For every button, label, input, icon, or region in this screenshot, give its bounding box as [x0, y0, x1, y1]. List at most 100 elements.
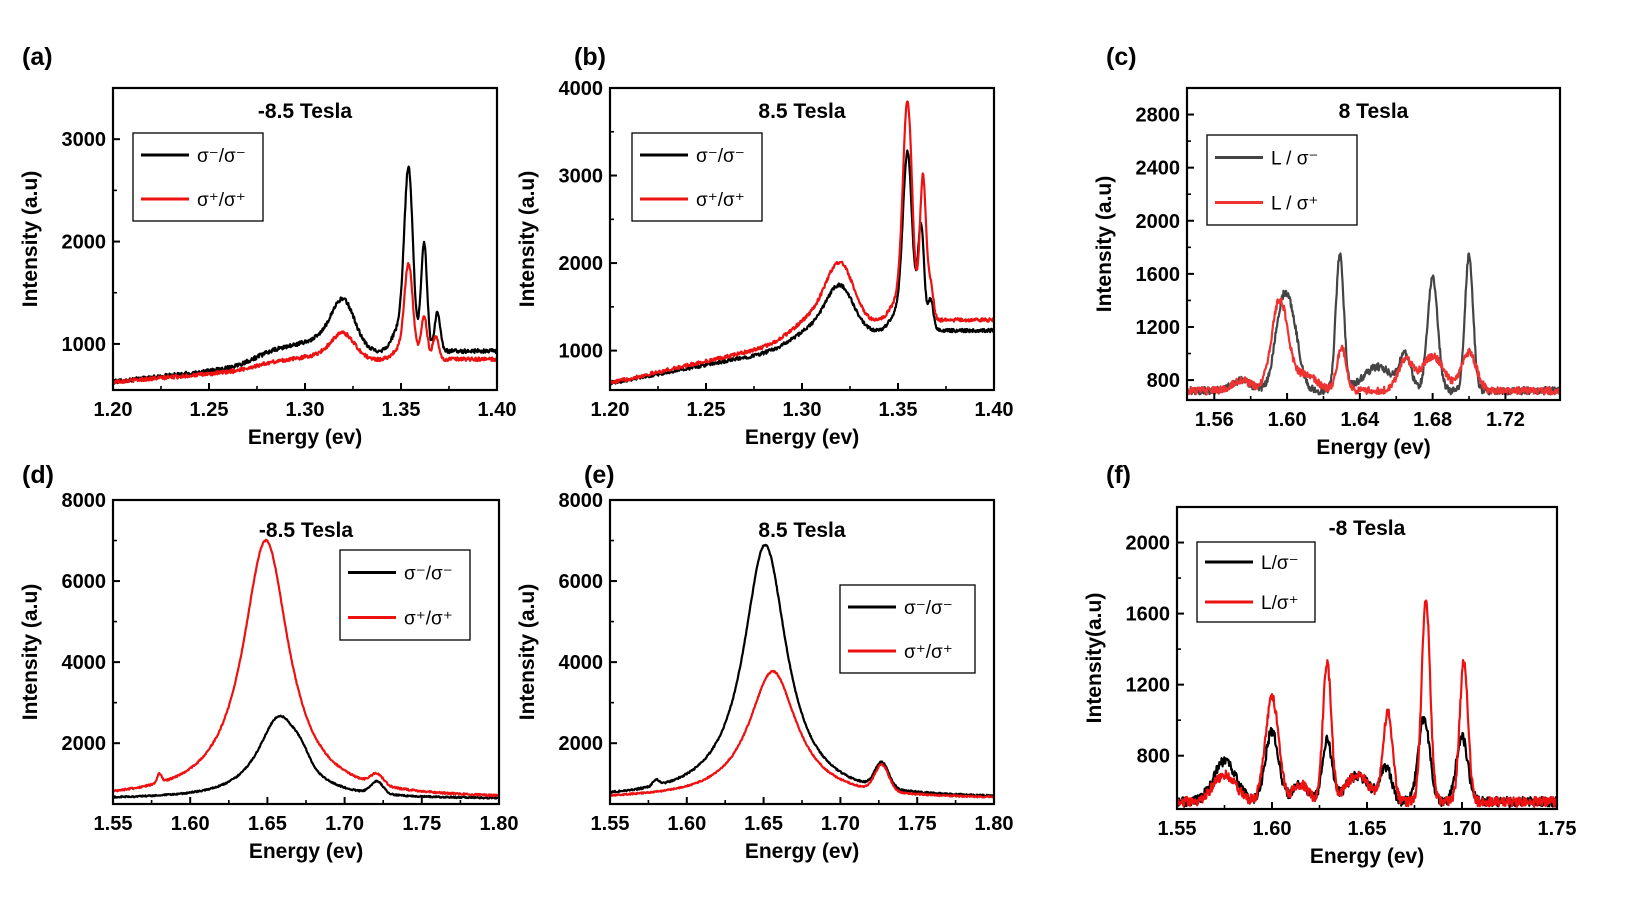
x-tick-label: 1.75 — [1538, 818, 1577, 840]
y-tick-label: 1000 — [559, 341, 604, 363]
panel-f: (f) 1.55 1.60 1.65 1.70 1.75 800 1200 1600 2000 En… — [1083, 461, 1576, 868]
legend-label: σ⁺/σ⁺ — [404, 609, 453, 630]
x-tick-label: 1.20 — [94, 399, 133, 421]
panel-c: (c) 1.56 1.60 1.64 1.68 1.72 800 1200 1600 2000 24… — [1093, 43, 1562, 459]
legend: L / σ⁻ L / σ⁺ — [1206, 134, 1358, 226]
legend-box — [839, 584, 976, 674]
y-axis-label: Intensity (a.u) — [516, 171, 539, 308]
panel-e: (e) 1.55 1.60 1.65 1.70 1.75 1.80 2000 4000 6000 8… — [516, 461, 1013, 863]
y-tick-label: 3000 — [559, 166, 604, 188]
x-tick-label: 1.55 — [591, 813, 630, 835]
x-tick-label: 1.35 — [382, 399, 421, 421]
x-axis-label: Energy (ev) — [1310, 845, 1424, 868]
x-tick-label: 1.25 — [687, 399, 726, 421]
y-tick-label: 2000 — [559, 253, 604, 275]
x-tick-label: 1.40 — [975, 399, 1014, 421]
legend-label: σ⁺/σ⁺ — [696, 190, 745, 211]
x-tick-label: 1.35 — [879, 399, 918, 421]
legend-box — [1206, 134, 1358, 226]
x-tick-label: 1.70 — [325, 813, 364, 835]
legend-label: σ⁺/σ⁺ — [197, 190, 246, 211]
legend-label: σ⁺/σ⁺ — [904, 642, 953, 663]
panel-d: (d) 1.55 1.60 1.65 1.70 1.75 1.80 2000 4000 6000 8… — [19, 461, 518, 863]
x-tick-label: 1.60 — [171, 813, 210, 835]
y-tick-label: 1000 — [62, 334, 107, 356]
x-tick-label: 1.68 — [1413, 409, 1452, 431]
panel-label: (c) — [1106, 43, 1137, 71]
series-line-first — [1187, 252, 1560, 396]
series-line-second — [113, 538, 499, 798]
y-tick-label: 2800 — [1136, 105, 1181, 127]
y-tick-label: 6000 — [62, 571, 107, 593]
x-tick-label: 1.70 — [821, 813, 860, 835]
series-line-second — [1177, 599, 1557, 808]
legend-box — [631, 132, 763, 222]
panel-label: (b) — [574, 43, 606, 71]
legend: σ⁻/σ⁻ σ⁺/σ⁺ — [839, 584, 976, 674]
y-tick-label: 1600 — [1136, 264, 1181, 286]
chart-title: -8.5 Tesla — [258, 100, 352, 123]
panel-label: (e) — [584, 461, 615, 489]
chart-title: -8.5 Tesla — [259, 519, 353, 542]
x-axis-label: Energy (ev) — [1316, 436, 1430, 459]
y-tick-label: 2000 — [1126, 533, 1171, 555]
legend-label: σ⁻/σ⁻ — [696, 146, 745, 167]
axes-frame — [111, 498, 501, 806]
series-line-first — [1177, 715, 1557, 808]
y-tick-label: 3000 — [62, 129, 107, 151]
series-line-second — [610, 100, 994, 386]
panel-label: (f) — [1106, 461, 1131, 489]
y-tick-label: 4000 — [559, 78, 604, 100]
x-tick-label: 1.80 — [975, 813, 1014, 835]
legend-box — [339, 549, 471, 641]
legend: σ⁻/σ⁻ σ⁺/σ⁺ — [631, 132, 763, 222]
y-axis-label: Intensity (a.u) — [516, 584, 539, 721]
y-axis-label: Intensity (a.u) — [19, 171, 42, 308]
y-tick-label: 2400 — [1136, 158, 1181, 180]
x-tick-label: 1.20 — [591, 399, 630, 421]
y-axis-label: Intensity (a.u) — [1093, 176, 1116, 313]
legend-box — [1196, 541, 1316, 623]
x-tick-label: 1.75 — [898, 813, 937, 835]
x-tick-label: 1.65 — [1348, 818, 1387, 840]
series-line-second — [1187, 297, 1560, 396]
series-line-second — [113, 262, 497, 384]
x-axis-label: Energy (ev) — [248, 426, 362, 449]
y-tick-label: 2000 — [62, 232, 107, 254]
panel-a: (a) 1.20 1.25 1.30 1.35 1.40 1000 2000 3000 Energ… — [19, 43, 516, 449]
y-tick-label: 800 — [1147, 370, 1180, 392]
legend-label: σ⁻/σ⁻ — [404, 564, 453, 585]
legend: σ⁻/σ⁻ σ⁺/σ⁺ — [339, 549, 471, 641]
legend-label: σ⁻/σ⁻ — [197, 146, 246, 167]
legend: L/σ⁻ L/σ⁺ — [1196, 541, 1316, 623]
y-tick-label: 4000 — [62, 652, 107, 674]
legend: σ⁻/σ⁻ σ⁺/σ⁺ — [132, 132, 264, 222]
x-tick-label: 1.64 — [1340, 409, 1380, 431]
legend-label: L / σ⁺ — [1271, 194, 1318, 215]
x-tick-label: 1.30 — [783, 399, 822, 421]
panel-label: (a) — [22, 43, 53, 71]
x-tick-label: 1.55 — [1158, 818, 1197, 840]
series-line-first — [113, 714, 499, 800]
chart-title: 8 Tesla — [1339, 100, 1409, 123]
x-tick-label: 1.80 — [480, 813, 519, 835]
y-tick-label: 8000 — [62, 490, 107, 512]
x-tick-label: 1.65 — [744, 813, 783, 835]
x-tick-label: 1.40 — [478, 399, 517, 421]
legend-box — [132, 132, 264, 222]
y-tick-label: 800 — [1137, 746, 1170, 768]
y-tick-label: 6000 — [559, 571, 604, 593]
x-tick-label: 1.60 — [667, 813, 706, 835]
legend-label: σ⁻/σ⁻ — [904, 598, 953, 619]
y-tick-label: 4000 — [559, 652, 604, 674]
legend-label: L/σ⁻ — [1261, 553, 1299, 574]
legend-label: L / σ⁻ — [1271, 149, 1318, 170]
series-line-first — [610, 543, 994, 798]
x-tick-label: 1.75 — [402, 813, 441, 835]
x-tick-label: 1.55 — [94, 813, 133, 835]
x-tick-label: 1.30 — [286, 399, 325, 421]
y-tick-label: 1600 — [1126, 604, 1171, 626]
y-tick-label: 1200 — [1126, 675, 1171, 697]
y-tick-label: 2000 — [62, 733, 107, 755]
